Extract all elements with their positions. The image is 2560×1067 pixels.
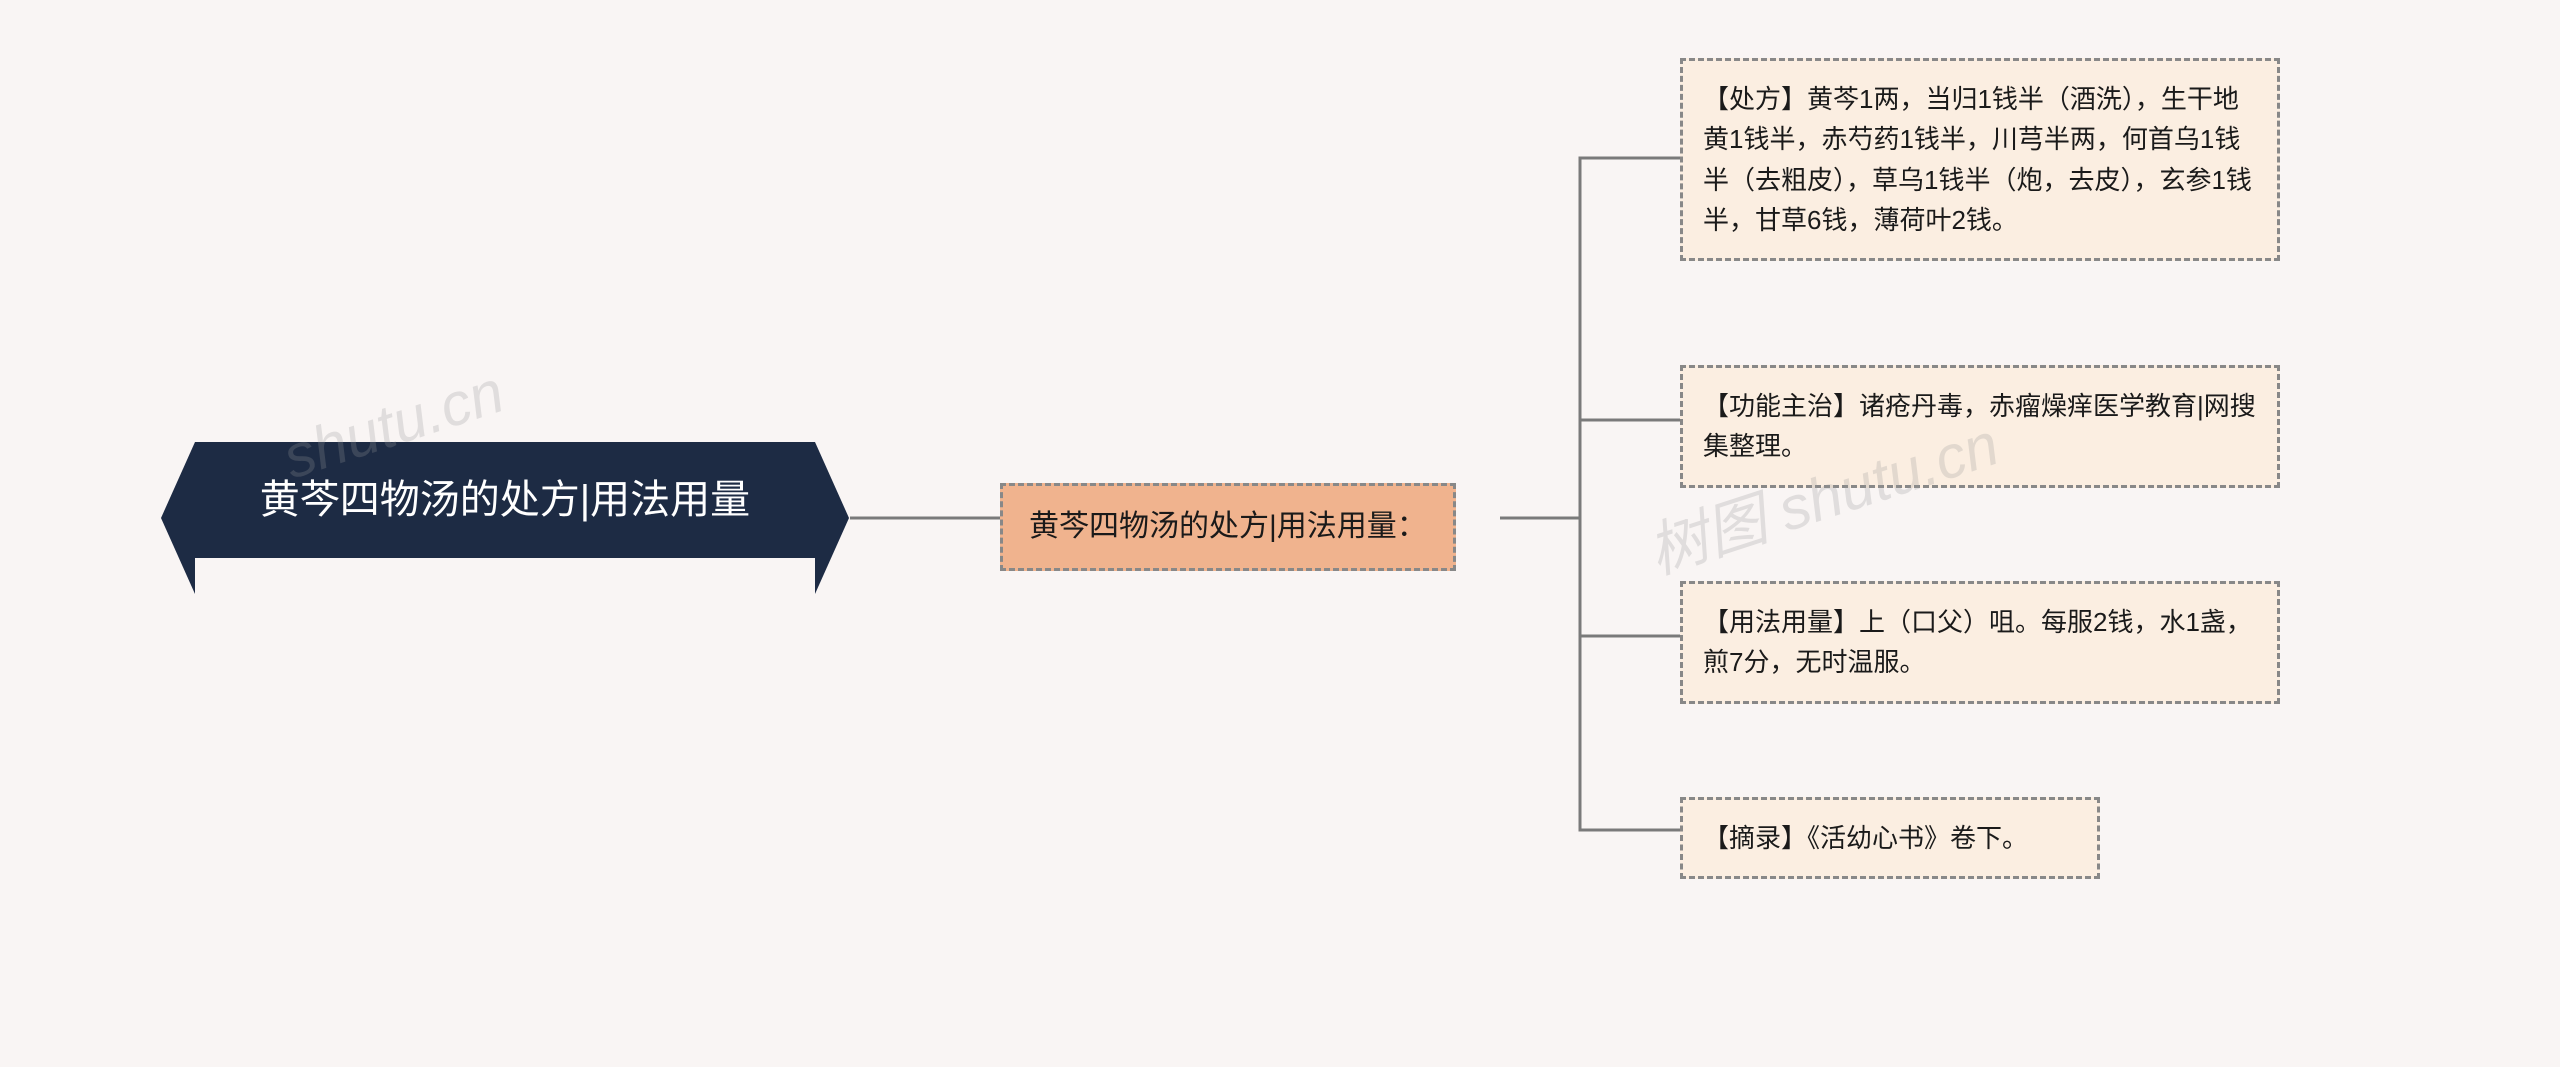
leaf-text: 【用法用量】上（口父）咀。每服2钱，水1盏，煎7分，无时温服。 [1703,607,2252,677]
mindmap-container: 黄芩四物汤的处方|用法用量 黄芩四物汤的处方|用法用量： 【处方】黄芩1两，当归… [0,0,2560,1067]
leaf-node-usage: 【用法用量】上（口父）咀。每服2钱，水1盏，煎7分，无时温服。 [1680,581,2280,704]
root-text: 黄芩四物汤的处方|用法用量 [260,478,750,522]
root-node: 黄芩四物汤的处方|用法用量 [195,442,815,558]
leaf-node-excerpt: 【摘录】《活幼心书》卷下。 [1680,797,2100,879]
leaf-text: 【处方】黄芩1两，当归1钱半（酒洗），生干地黄1钱半，赤芍药1钱半，川芎半两，何… [1703,84,2252,235]
leaf-node-prescription: 【处方】黄芩1两，当归1钱半（酒洗），生干地黄1钱半，赤芍药1钱半，川芎半两，何… [1680,58,2280,261]
leaf-node-function: 【功能主治】诸疮丹毒，赤瘤燥痒医学教育|网搜集整理。 [1680,365,2280,488]
leaf-text: 【功能主治】诸疮丹毒，赤瘤燥痒医学教育|网搜集整理。 [1703,391,2256,461]
mid-text: 黄芩四物汤的处方|用法用量： [1029,510,1427,543]
mid-node: 黄芩四物汤的处方|用法用量： [1000,483,1456,571]
leaf-text: 【摘录】《活幼心书》卷下。 [1703,823,2028,853]
